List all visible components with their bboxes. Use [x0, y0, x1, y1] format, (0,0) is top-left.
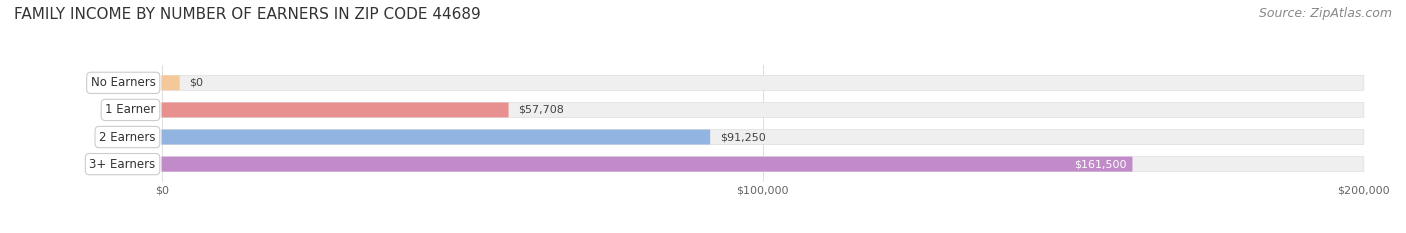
Text: $0: $0	[190, 78, 204, 88]
FancyBboxPatch shape	[162, 75, 180, 90]
Text: 2 Earners: 2 Earners	[100, 130, 156, 144]
FancyBboxPatch shape	[162, 103, 509, 117]
Text: No Earners: No Earners	[91, 76, 156, 89]
Text: 3+ Earners: 3+ Earners	[90, 158, 156, 171]
Text: Source: ZipAtlas.com: Source: ZipAtlas.com	[1258, 7, 1392, 20]
FancyBboxPatch shape	[162, 130, 1364, 144]
Text: $57,708: $57,708	[519, 105, 564, 115]
Text: $161,500: $161,500	[1074, 159, 1126, 169]
FancyBboxPatch shape	[162, 75, 1364, 90]
Text: 1 Earner: 1 Earner	[105, 103, 156, 116]
FancyBboxPatch shape	[162, 130, 710, 144]
FancyBboxPatch shape	[162, 103, 1364, 117]
FancyBboxPatch shape	[162, 157, 1364, 171]
FancyBboxPatch shape	[162, 157, 1132, 171]
Text: $91,250: $91,250	[720, 132, 765, 142]
Text: FAMILY INCOME BY NUMBER OF EARNERS IN ZIP CODE 44689: FAMILY INCOME BY NUMBER OF EARNERS IN ZI…	[14, 7, 481, 22]
